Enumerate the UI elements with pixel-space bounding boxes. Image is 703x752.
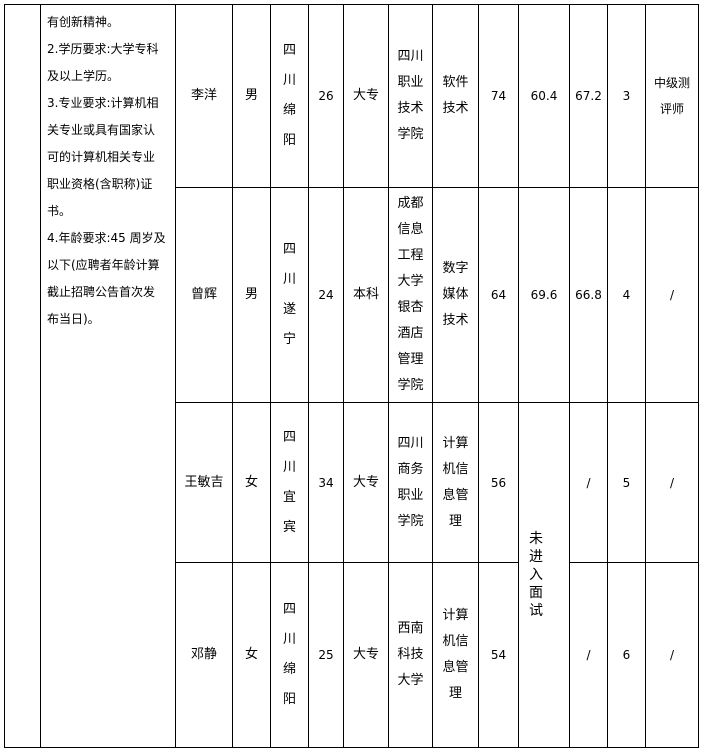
school-cell: 成都信息工程大学银杏酒店管理学院: [388, 187, 433, 403]
rank-cell: 6: [607, 562, 646, 748]
total-cell: 67.2: [569, 4, 608, 188]
major-cell-text: 计算机信息管理: [442, 435, 469, 529]
table-row: 曾辉男四川遂宁 24 本科 成都信息工程大学银杏酒店管理学院 数字媒体技术 64 69.6 6…: [5, 187, 699, 403]
hometown-cell-text: 四川绵阳: [282, 602, 296, 707]
name-cell: 李洋: [175, 4, 233, 188]
school-cell-text: 四川商务职业学院: [397, 435, 424, 529]
requirement-line: 2.学历要求:大学专科: [47, 42, 159, 56]
score1-cell: 56: [478, 402, 519, 563]
major-cell: 软件技术: [432, 4, 479, 188]
major-cell-text: 计算机信息管理: [442, 608, 469, 701]
name-cell: 曾辉: [175, 187, 233, 403]
major-cell: 计算机信息管理: [432, 402, 479, 563]
school-cell: 四川商务职业学院: [388, 402, 433, 563]
major-cell-text: 软件技术: [442, 75, 469, 116]
school-cell-text: 西南科技大学: [397, 621, 424, 688]
education-cell: 大专: [343, 4, 389, 188]
not-interviewed-cell: 未进入面试: [518, 402, 570, 748]
score2-cell: 69.6: [518, 187, 570, 403]
total-cell: /: [569, 402, 608, 563]
rank-cell: 5: [607, 402, 646, 563]
table-row: 有创新精神。 2.学历要求:大学专科 及以上学历。 3.专业要求:计算机相 关专业或具有…: [4, 4, 699, 748]
rank-cell: 3: [607, 4, 646, 188]
requirement-line: 3.专业要求:计算机相: [47, 96, 159, 110]
age-cell: 26: [308, 4, 344, 188]
education-cell: 大专: [343, 402, 389, 563]
title-cell: /: [645, 187, 699, 403]
gender-cell: 男: [232, 4, 271, 188]
title-cell-text: /: [669, 475, 675, 490]
requirement-line: 书。: [47, 204, 72, 218]
table-row: 王敏吉女四川宜宾 34 大专 四川商务职业学院 计算机信息管理 56 未进入面试/5/: [5, 402, 699, 748]
gender-cell: 女: [232, 562, 271, 748]
school-cell-text: 四川职业技术学院: [397, 49, 424, 142]
title-cell-text: 中级测评师: [653, 76, 690, 116]
title-cell: 中级测评师: [645, 4, 699, 188]
education-cell: 本科: [343, 187, 389, 403]
hometown-cell-text: 四川宜宾: [282, 429, 296, 535]
major-cell: 计算机信息管理: [432, 562, 479, 748]
name-cell: 邓静: [175, 562, 233, 748]
age-cell: 25: [308, 562, 344, 748]
title-cell: /: [645, 402, 699, 563]
requirement-line: 截止招聘公告首次发: [47, 285, 156, 299]
score1-cell: 74: [478, 4, 519, 188]
not-interviewed-cell-text: 未进入面试: [529, 531, 552, 619]
hometown-cell-text: 四川遂宁: [282, 242, 296, 347]
school-cell: 西南科技大学: [388, 562, 433, 748]
requirement-line: 布当日)。: [47, 312, 100, 326]
rank-cell: 4: [607, 187, 646, 403]
hometown-cell-text: 四川绵阳: [282, 43, 296, 148]
score2-cell: 60.4: [518, 4, 570, 188]
title-cell-text: /: [669, 648, 675, 662]
title-cell: /: [645, 562, 699, 748]
school-cell: 四川职业技术学院: [388, 4, 433, 188]
school-cell-text: 成都信息工程大学银杏酒店管理学院: [397, 196, 424, 393]
major-cell: 数字媒体技术: [432, 187, 479, 403]
name-cell: 王敏吉: [175, 402, 233, 563]
total-cell: /: [569, 562, 608, 748]
requirement-line: 职业资格(含职称)证: [47, 177, 153, 191]
hometown-cell: 四川宜宾: [270, 402, 309, 563]
blank-cell: [4, 4, 41, 748]
table-row: 邓静女四川绵阳 25 大专 西南科技大学 计算机信息管理 54/6/: [5, 562, 699, 748]
major-cell-text: 数字媒体技术: [442, 261, 469, 328]
requirement-line: 关专业或具有国家认: [47, 123, 156, 137]
total-cell: 66.8: [569, 187, 608, 403]
score1-cell: 54: [478, 562, 519, 748]
requirements-cell: 有创新精神。 2.学历要求:大学专科 及以上学历。 3.专业要求:计算机相 关专业或具有…: [40, 4, 176, 748]
education-cell: 大专: [343, 562, 389, 748]
gender-cell: 女: [232, 402, 271, 563]
gender-cell: 男: [232, 187, 271, 403]
hometown-cell: 四川绵阳: [270, 562, 309, 748]
candidate-table: 有创新精神。 2.学历要求:大学专科 及以上学历。 3.专业要求:计算机相 关专业或具有…: [4, 4, 699, 748]
score1-cell: 64: [478, 187, 519, 403]
title-cell-text: /: [669, 288, 675, 302]
hometown-cell: 四川绵阳: [270, 4, 309, 188]
age-cell: 24: [308, 187, 344, 403]
requirement-line: 及以上学历。: [47, 69, 120, 83]
hometown-cell: 四川遂宁: [270, 187, 309, 403]
requirement-line: 有创新精神。: [47, 15, 120, 29]
requirement-line: 可的计算机相关专业: [47, 150, 156, 164]
requirement-line: 4.年龄要求:45 周岁及: [47, 231, 166, 245]
requirement-line: 以下(应聘者年龄计算: [47, 258, 160, 272]
age-cell: 34: [308, 402, 344, 563]
